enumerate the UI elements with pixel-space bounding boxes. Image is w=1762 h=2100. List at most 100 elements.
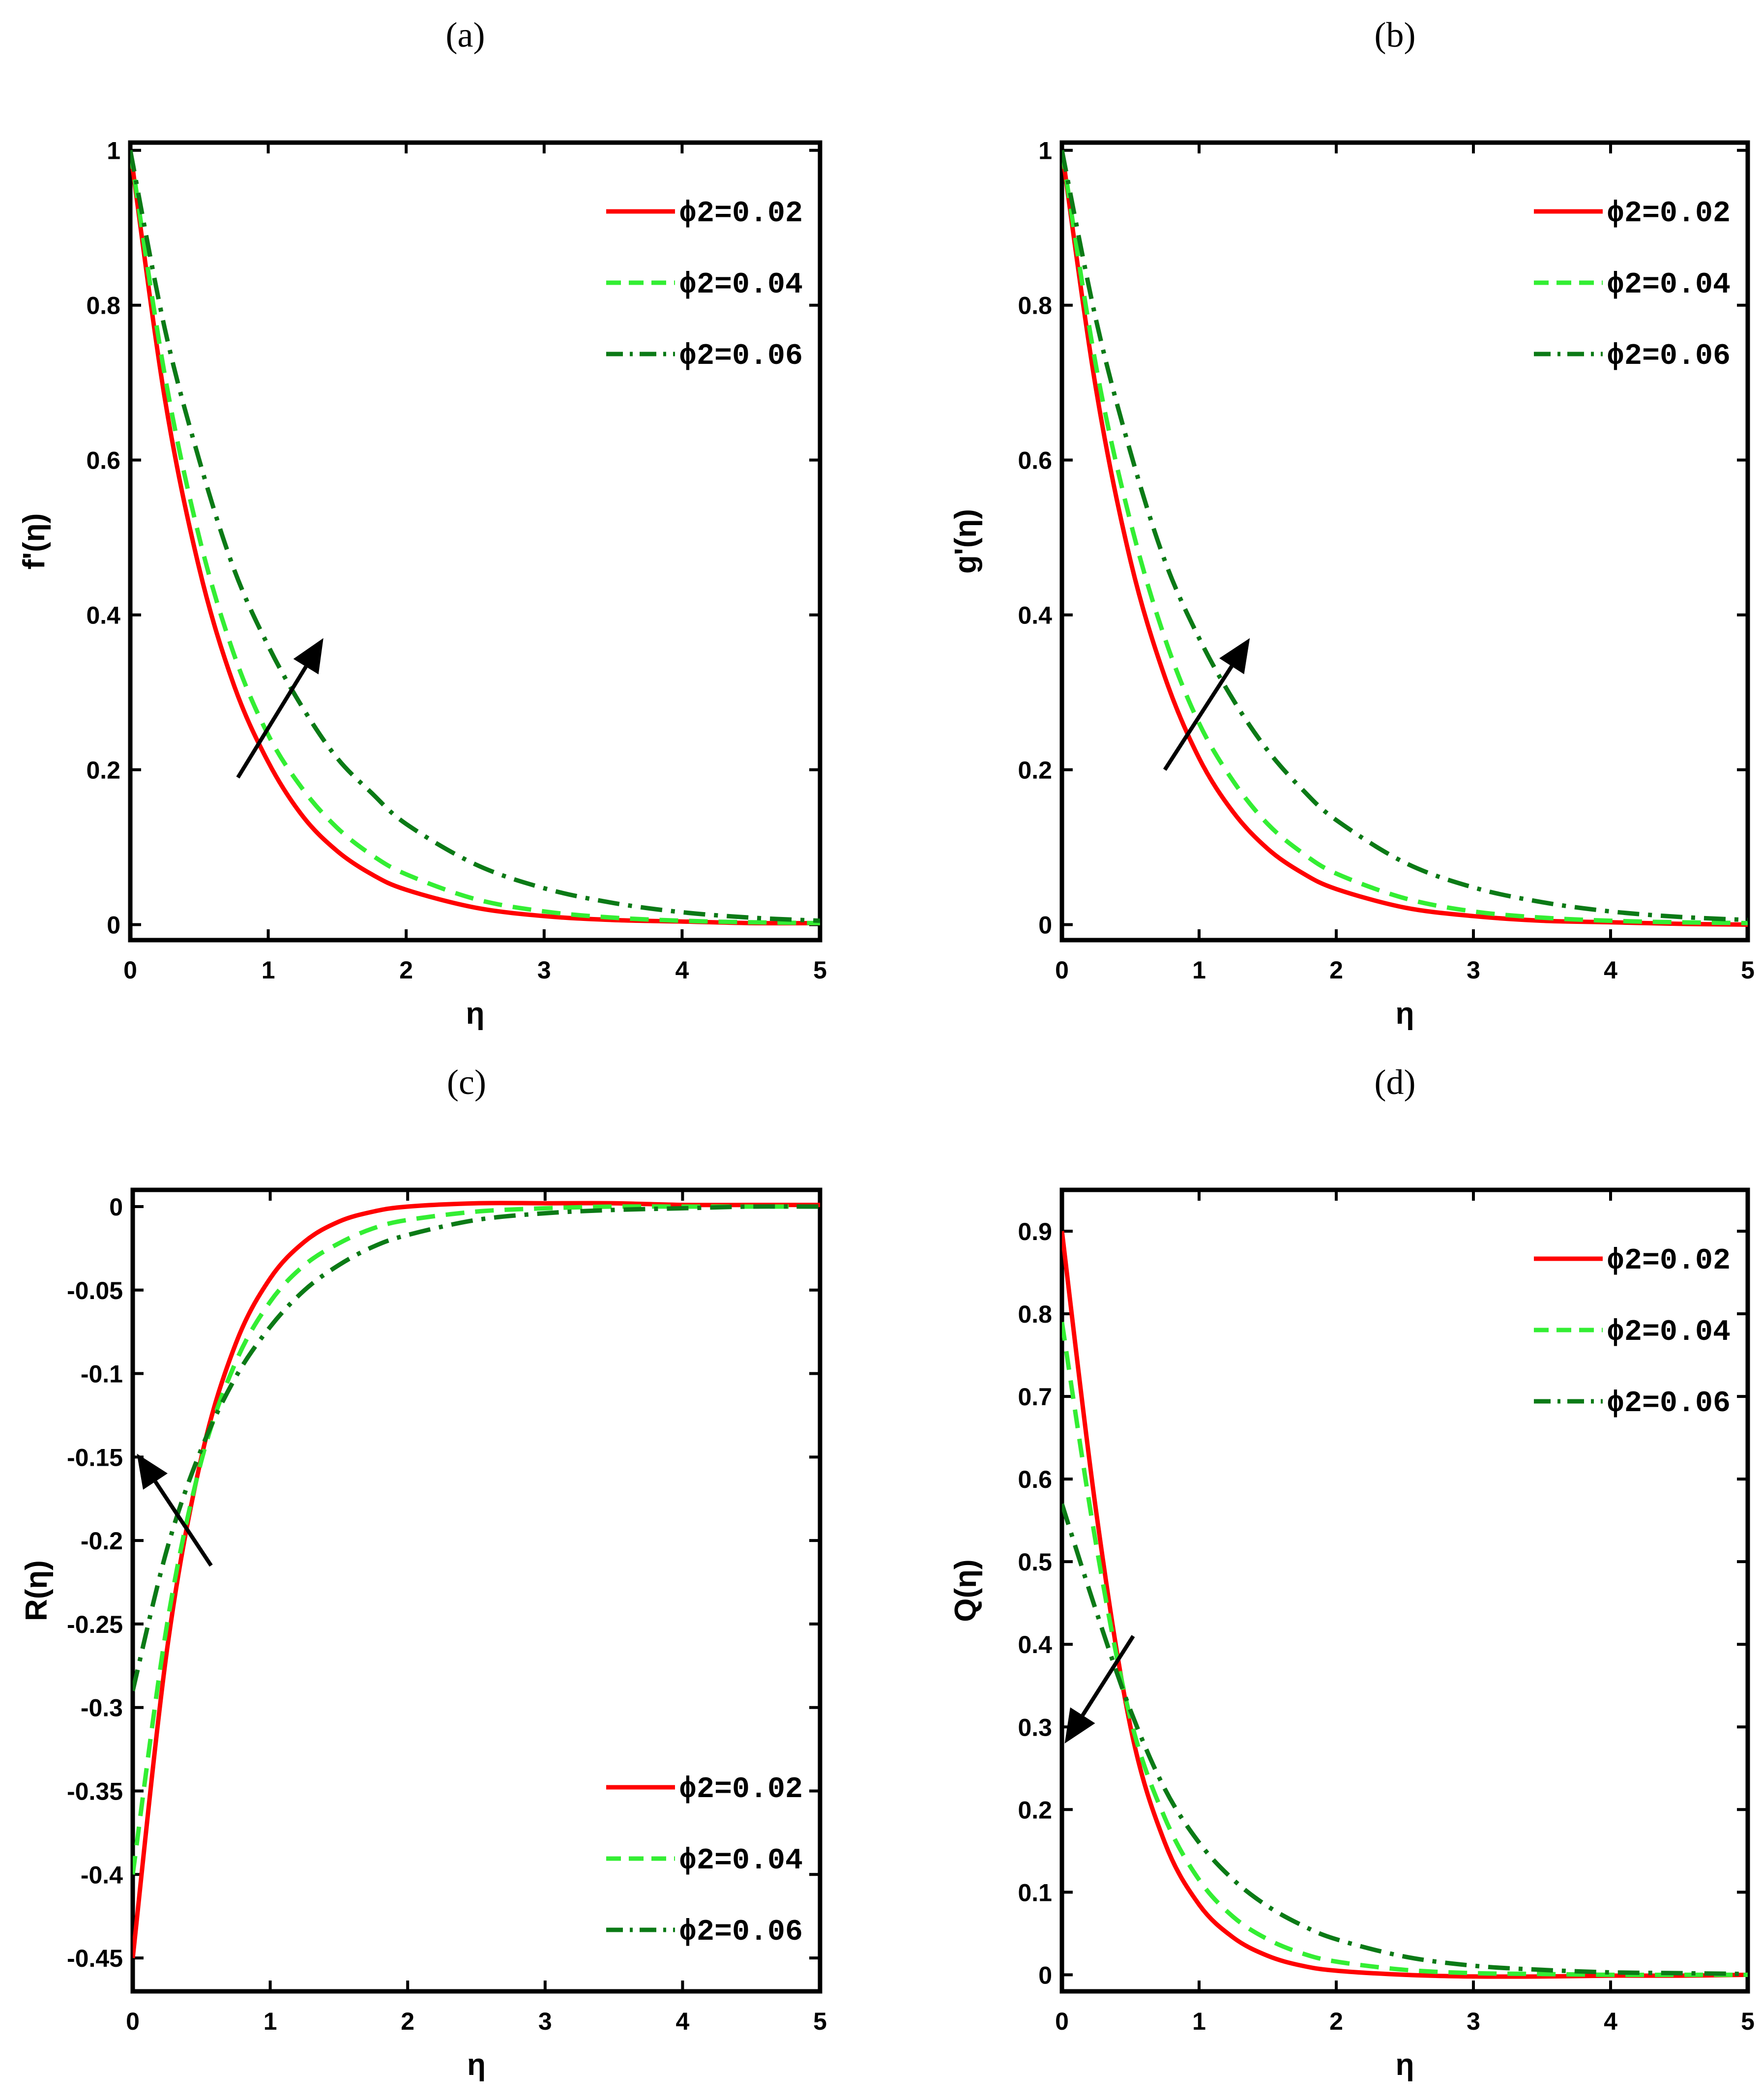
series-line-2 [130, 150, 820, 925]
legend-label: ϕ2=0.04 [1607, 268, 1731, 302]
y-tick-label: -0.25 [67, 1611, 123, 1638]
y-axis-label: f'(η) [17, 513, 51, 570]
x-tick-label: 0 [123, 956, 137, 984]
panel-title: (a) [446, 15, 485, 55]
y-tick-label: 0.9 [1018, 1218, 1052, 1245]
y-tick-label: 0.8 [86, 292, 120, 320]
series-line-1 [133, 1201, 820, 1958]
x-tick-label: 5 [813, 956, 827, 984]
panel-c: (c) 0 1 2 3 4 5 0 -0.05 -0.1 -0.15 -0.2 -0.25 -0.3 -0.… [20, 1063, 827, 2082]
series-line-1 [1062, 150, 1748, 927]
y-tick-label: 0 [107, 912, 120, 939]
trend-arrow [236, 638, 323, 779]
series-group [1062, 149, 1748, 927]
x-tick-label: 0 [1055, 956, 1069, 984]
y-axis-label: g'(η) [949, 509, 983, 574]
legend-label: ϕ2=0.06 [1607, 340, 1731, 373]
legend-label: ϕ2=0.02 [1607, 1244, 1731, 1278]
legend: ϕ2=0.02 ϕ2=0.04 ϕ2=0.06 [1534, 197, 1731, 373]
x-tick-label: 2 [399, 956, 413, 984]
x-tick-label: 5 [1741, 2008, 1755, 2035]
y-tick-label: 0 [109, 1193, 123, 1221]
y-tick-label: 0.5 [1018, 1548, 1052, 1576]
trend-arrow-shaft [1163, 665, 1233, 771]
x-axis-label: η [466, 997, 485, 1031]
panel-title: (c) [447, 1063, 486, 1102]
x-tick-label: 2 [401, 2008, 414, 2035]
trend-arrow [137, 1453, 213, 1567]
legend-label: ϕ2=0.06 [679, 1916, 803, 1949]
trend-arrow-shaft [236, 665, 308, 779]
y-tick-label: -0.45 [67, 1945, 123, 1972]
x-tick-label: 3 [1467, 956, 1480, 984]
y-tick-label: 0.8 [1018, 292, 1052, 320]
y-tick-label: 1 [107, 137, 120, 165]
x-tick-label: 1 [264, 2008, 277, 2035]
legend-label: ϕ2=0.02 [1607, 197, 1731, 231]
legend: ϕ2=0.02 ϕ2=0.04 ϕ2=0.06 [1534, 1244, 1731, 1420]
y-tick-label: -0.1 [81, 1361, 123, 1388]
x-tick-label: 4 [1604, 956, 1617, 984]
panel-title: (d) [1375, 1063, 1416, 1102]
x-tick-label: 4 [675, 2008, 689, 2035]
y-tick-label: 0.6 [1018, 1466, 1052, 1493]
x-tick-label: 3 [1467, 2008, 1480, 2035]
axes-frame [130, 1187, 822, 1994]
y-tick-label: -0.3 [81, 1694, 123, 1722]
y-tick-label: -0.2 [81, 1527, 123, 1555]
x-axis-label: η [1396, 2048, 1414, 2082]
trend-arrow-head [293, 638, 323, 675]
y-tick-label: 0.3 [1018, 1714, 1052, 1741]
panel-d: (d) 0 1 2 3 4 5 0 0.1 0.2 0.3 0.4 0.5 0.6 0.7 0.8 0.9 η Q(… [949, 1063, 1755, 2082]
legend-label: ϕ2=0.04 [679, 268, 803, 302]
legend-label: ϕ2=0.04 [679, 1844, 803, 1878]
legend-label: ϕ2=0.02 [679, 197, 803, 231]
trend-arrow-shaft [1081, 1635, 1135, 1716]
y-tick-label: -0.35 [67, 1778, 123, 1805]
y-tick-label: 0.6 [1018, 447, 1052, 474]
series-line-2 [1062, 149, 1748, 925]
x-tick-label: 5 [813, 2008, 827, 2035]
series-line-3 [130, 149, 820, 923]
y-tick-label: 0.6 [86, 447, 120, 474]
series-group [130, 149, 820, 926]
y-tick-label: 0.4 [86, 602, 120, 629]
y-tick-label: 0.4 [1018, 1631, 1052, 1658]
x-tick-label: 2 [1329, 2008, 1343, 2035]
trend-arrow-head [137, 1453, 168, 1490]
y-tick-label: -0.4 [81, 1861, 123, 1889]
legend-label: ϕ2=0.04 [1607, 1316, 1731, 1349]
legend: ϕ2=0.02 ϕ2=0.04 ϕ2=0.06 [606, 197, 803, 373]
trend-arrow-head [1219, 638, 1250, 675]
series-line-3 [1062, 1503, 1748, 1977]
series-line-2 [1062, 1322, 1748, 1978]
trend-arrow [1064, 1635, 1135, 1744]
y-axis-label: Q(η) [949, 1559, 983, 1622]
y-tick-label: 0.1 [1018, 1879, 1052, 1906]
legend-label: ϕ2=0.02 [679, 1773, 803, 1806]
x-tick-label: 4 [1604, 2008, 1617, 2035]
x-tick-label: 5 [1741, 956, 1755, 984]
trend-arrow [1163, 638, 1250, 771]
y-axis-label: R(η) [20, 1560, 54, 1621]
y-tick-label: 0.2 [1018, 1796, 1052, 1824]
y-tick-label: -0.05 [67, 1277, 123, 1304]
x-tick-label: 4 [675, 956, 689, 984]
x-tick-label: 1 [1192, 2008, 1206, 2035]
panel-title: (b) [1375, 15, 1416, 55]
y-tick-label: 0.7 [1018, 1383, 1052, 1411]
axes-frame [1059, 1187, 1750, 1994]
y-tick-label: 0 [1038, 1961, 1052, 1989]
x-tick-label: 2 [1329, 956, 1343, 984]
series-line-2 [133, 1204, 820, 1875]
y-tick-label: 0.2 [1018, 757, 1052, 784]
y-tick-label: 1 [1038, 137, 1052, 165]
x-tick-label: 1 [262, 956, 275, 984]
legend-label: ϕ2=0.06 [1607, 1387, 1731, 1420]
y-tick-label: 0.4 [1018, 602, 1052, 629]
x-tick-label: 0 [1055, 2008, 1069, 2035]
series-line-1 [130, 150, 820, 926]
legend-label: ϕ2=0.06 [679, 340, 803, 373]
y-tick-label: 0.8 [1018, 1301, 1052, 1328]
